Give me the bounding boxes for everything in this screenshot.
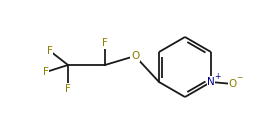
Text: N: N [207, 77, 215, 87]
Text: −: − [236, 74, 243, 83]
Text: O: O [131, 51, 139, 61]
Text: O: O [229, 79, 237, 89]
Text: F: F [102, 38, 108, 48]
Text: F: F [65, 84, 71, 94]
Text: F: F [47, 46, 53, 56]
Text: +: + [214, 72, 221, 81]
Text: F: F [43, 67, 49, 77]
